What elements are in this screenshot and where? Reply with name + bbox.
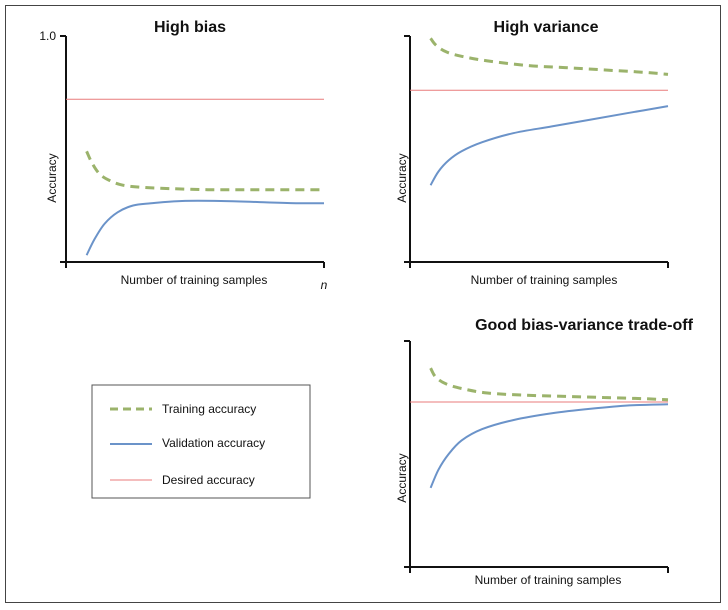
y-axis-label: Accuracy	[395, 153, 409, 202]
chart-good-tradeoff: Good bias-variance trade-off Number of tr…	[395, 317, 694, 587]
legend-box	[91, 384, 311, 499]
y-axis-label: Accuracy	[45, 153, 59, 202]
training-accuracy-line	[429, 367, 669, 402]
validation-accuracy-line	[85, 199, 325, 256]
legend-label-training: Training accuracy	[162, 402, 256, 416]
x-axis-label: Number of training samples	[471, 273, 618, 287]
x-axis-label: Number of training samples	[475, 573, 622, 587]
charts-group: High bias Number of training samples Accur…	[39, 19, 693, 587]
chart-title: High variance	[494, 19, 599, 36]
training-accuracy-line	[429, 37, 669, 76]
validation-accuracy-line	[429, 105, 669, 186]
validation-accuracy-line	[429, 403, 669, 489]
legend-label-desired: Desired accuracy	[162, 473, 255, 487]
training-accuracy-line	[85, 150, 324, 192]
legend-label-validation: Validation accuracy	[162, 436, 265, 450]
chart-title: High bias	[154, 19, 226, 36]
chart-high-variance: High variance Number of training samples A…	[395, 19, 669, 287]
x-end-label: n	[321, 278, 328, 292]
x-axis-label: Number of training samples	[121, 273, 268, 287]
legend: Training accuracy Validation accuracy De…	[91, 384, 311, 499]
chart-title: Good bias-variance trade-off	[475, 317, 693, 334]
chart-high-bias: High bias Number of training samples Accur…	[39, 19, 327, 292]
y-tick-label: 1.0	[39, 29, 56, 43]
y-axis-label: Accuracy	[395, 453, 409, 502]
figure-frame	[5, 5, 721, 603]
